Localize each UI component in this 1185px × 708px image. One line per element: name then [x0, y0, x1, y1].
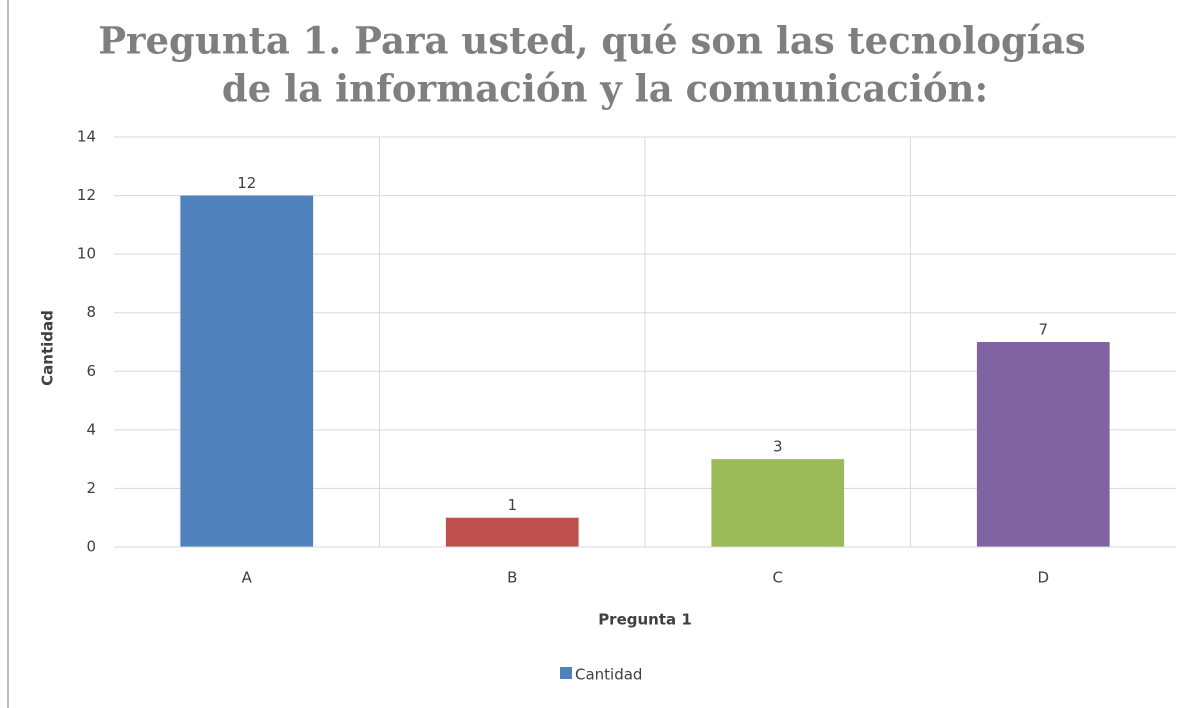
bar — [976, 342, 1110, 547]
legend-swatch — [560, 667, 572, 679]
y-tick-label: 8 — [86, 303, 96, 321]
y-axis-title: Cantidad — [39, 310, 57, 386]
y-tick-label: 6 — [86, 362, 96, 380]
x-tick-label: A — [242, 569, 253, 587]
chart-title: de la información y la comunicación: — [222, 67, 988, 111]
bar — [711, 459, 845, 547]
data-label: 7 — [1038, 321, 1048, 339]
y-tick-label: 0 — [86, 538, 96, 556]
y-tick-label: 14 — [77, 128, 96, 146]
data-label: 3 — [773, 438, 783, 456]
legend-label: Cantidad — [575, 666, 642, 684]
chart-title: Pregunta 1. Para usted, qué son las tecn… — [98, 19, 1086, 63]
bar — [445, 517, 579, 547]
x-tick-label: C — [773, 569, 783, 587]
data-label: 12 — [237, 174, 256, 192]
y-tick-label: 10 — [77, 245, 96, 263]
bar — [180, 195, 314, 548]
y-tick-label: 12 — [77, 186, 96, 204]
y-tick-label: 2 — [86, 479, 96, 497]
x-tick-label: D — [1037, 569, 1049, 587]
x-axis-title: Pregunta 1 — [598, 611, 692, 629]
x-tick-label: B — [507, 569, 517, 587]
data-label: 1 — [507, 496, 517, 514]
y-tick-label: 4 — [86, 420, 96, 438]
